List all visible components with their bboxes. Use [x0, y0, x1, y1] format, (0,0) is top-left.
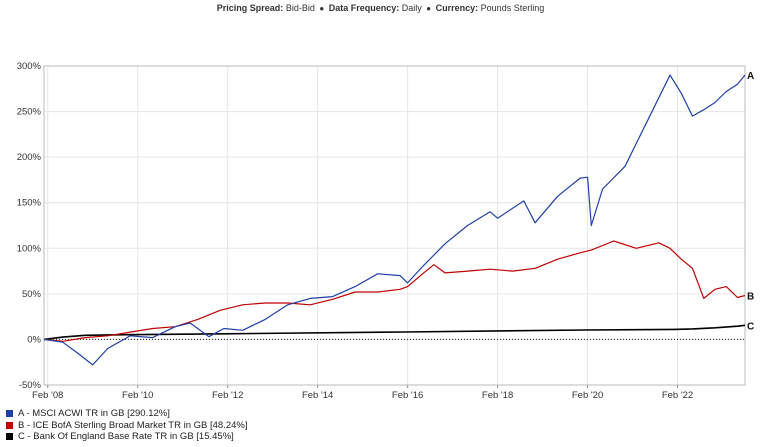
series-end-label-b: B	[747, 291, 754, 302]
data-frequency-value: Daily	[401, 3, 422, 13]
x-tick-label: Feb '18	[482, 390, 513, 401]
pricing-spread-value: Bid-Bid	[285, 3, 315, 13]
legend-swatch	[6, 410, 13, 418]
series-end-label-c: C	[747, 321, 754, 332]
legend-entry: B - ICE BofA Sterling Broad Market TR in…	[6, 420, 248, 432]
pricing-spread-label: Pricing Spread:	[216, 3, 284, 13]
legend-label: A - MSCI ACWI TR in GB [290.12%]	[18, 408, 170, 419]
y-tick-label: 50%	[22, 289, 42, 300]
legend-swatch	[6, 421, 13, 429]
y-tick-label: 0%	[27, 334, 41, 345]
y-tick-label: 150%	[17, 198, 42, 209]
x-tick-label: Feb '20	[572, 390, 603, 401]
y-tick-label: 200%	[17, 152, 42, 163]
x-tick-label: Feb '16	[392, 390, 423, 401]
separator-dot: ●	[426, 4, 432, 13]
series-line-a	[43, 74, 746, 366]
legend-label: C - Bank Of England Base Rate TR in GB […	[18, 431, 234, 442]
x-tick-label: Feb '08	[32, 390, 63, 401]
x-tick-label: Feb '12	[212, 390, 243, 401]
series-line-b	[43, 240, 746, 342]
chart-header: Pricing Spread: Bid-Bid ● Data Frequency…	[0, 3, 761, 13]
legend-label: B - ICE BofA Sterling Broad Market TR in…	[18, 419, 248, 431]
currency-value: Pounds Sterling	[480, 3, 545, 13]
y-tick-label: 300%	[17, 61, 42, 72]
x-tick-label: Feb '10	[122, 390, 153, 401]
x-tick-label: Feb '22	[662, 390, 693, 401]
separator-dot: ●	[319, 4, 325, 13]
legend-entry: C - Bank Of England Base Rate TR in GB […	[6, 431, 248, 443]
y-tick-label: -50%	[19, 380, 42, 391]
y-tick-label: 250%	[17, 107, 42, 118]
legend-entry: A - MSCI ACWI TR in GB [290.12%]	[6, 408, 248, 420]
data-frequency-label: Data Frequency:	[328, 3, 400, 13]
plot-area-frame	[43, 65, 746, 386]
x-tick-label: Feb '14	[302, 390, 333, 401]
series-end-label-a: A	[747, 71, 754, 82]
y-tick-label: 100%	[17, 243, 42, 254]
legend-swatch	[6, 433, 13, 441]
chart-legend: A - MSCI ACWI TR in GB [290.12%] B - ICE …	[6, 408, 248, 443]
series-line-c	[43, 324, 746, 341]
currency-label: Currency:	[435, 3, 479, 13]
